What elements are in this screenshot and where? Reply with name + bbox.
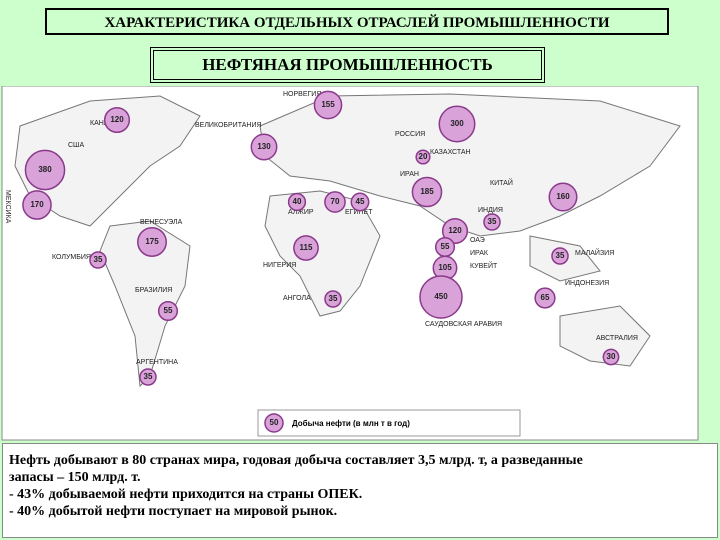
- production-bubble: [103, 106, 131, 134]
- bubble-value: 155: [321, 100, 335, 109]
- production-bubble: [137, 227, 167, 257]
- production-bubble: [415, 149, 431, 165]
- country-label: АВСТРАЛИЯ: [596, 335, 638, 342]
- country-label: ИРАН: [400, 171, 419, 178]
- production-bubble: [250, 133, 278, 161]
- country-label: ЕГИПЕТ: [345, 209, 373, 216]
- legend-value: 50: [270, 418, 279, 427]
- country-label: НОРВЕГИЯ: [283, 91, 321, 98]
- text-line: - 40% добытой нефти поступает на мировой…: [9, 504, 338, 519]
- country-label: КИТАЙ: [490, 178, 513, 187]
- production-bubble: [548, 182, 578, 212]
- bubble-value: 175: [145, 237, 159, 246]
- country-label: КАНАДА: [90, 120, 118, 127]
- production-bubble: [313, 90, 343, 120]
- legend-box: [257, 409, 521, 437]
- australia: [559, 305, 651, 367]
- bubble-value: 35: [94, 255, 103, 264]
- text-line: запасы – 150 млрд. т.: [9, 470, 141, 485]
- bubble-value: 120: [448, 226, 462, 235]
- bubble-value: 35: [488, 217, 497, 226]
- country-label: НИГЕРИЯ: [263, 262, 296, 269]
- country-label: ОАЭ: [470, 237, 485, 244]
- text-line: - 43% добываемой нефти приходится на стр…: [9, 487, 363, 502]
- bubble-value: 120: [110, 115, 124, 124]
- bubble-value: 70: [331, 197, 340, 206]
- bubble-value: 20: [419, 152, 428, 161]
- bubble-value: 450: [434, 292, 448, 301]
- country-label: БРАЗИЛИЯ: [135, 287, 172, 294]
- bubble-value: 115: [300, 243, 313, 252]
- country-label: АЛЖИР: [288, 209, 314, 216]
- country-label: КУВЕЙТ: [470, 261, 498, 270]
- country-label: КАЗАХСТАН: [430, 149, 471, 156]
- country-label: КОЛУМБИЯ: [52, 254, 91, 261]
- production-bubble: [157, 300, 179, 322]
- bubble-value: 130: [257, 142, 271, 151]
- country-label: ИРАК: [470, 250, 489, 257]
- bubble-value: 55: [164, 306, 173, 315]
- production-bubble: [89, 251, 107, 269]
- production-bubble: [534, 287, 556, 309]
- bubble-value: 185: [420, 187, 434, 196]
- country-label: САУДОВСКАЯ АРАВИЯ: [425, 321, 502, 328]
- production-bubble: [350, 192, 370, 212]
- africa: [264, 190, 381, 317]
- country-label: МАЛАЙЗИЯ: [575, 248, 614, 257]
- world-map: НОРВЕГИЯ КАНАДА ВЕЛИКОБРИТАНИЯ РОССИЯ США КАЗ…: [1, 86, 699, 441]
- bubble-value: 160: [556, 192, 570, 201]
- north-america: [14, 95, 201, 227]
- production-bubble: [22, 190, 52, 220]
- production-bubble: [287, 192, 307, 212]
- country-label: ВЕЛИКОБРИТАНИЯ: [195, 122, 262, 129]
- country-label: АНГОЛА: [283, 295, 311, 302]
- slide-title: ХАРАКТЕРИСТИКА ОТДЕЛЬНЫХ ОТРАСЛЕЙ ПРОМЫШ…: [45, 8, 669, 35]
- production-bubble: [441, 217, 469, 245]
- country-label: ИНДИЯ: [478, 207, 503, 214]
- country-label: АРГЕНТИНА: [136, 359, 178, 366]
- country-label: ВЕНЕСУЭЛА: [140, 219, 183, 226]
- legend-label: Добыча нефти (в млн т в год): [292, 419, 410, 428]
- bubble-value: 30: [607, 352, 616, 361]
- bubble-value: 35: [556, 251, 565, 260]
- text-block: Нефть добывают в 80 странах мира, годова…: [2, 443, 718, 538]
- bubble-value: 45: [356, 197, 365, 206]
- text-line: Нефть добывают в 80 странах мира, годова…: [9, 453, 583, 468]
- production-bubble: [24, 149, 66, 191]
- country-label: МЕКСИКА: [4, 190, 11, 224]
- production-bubble: [438, 105, 476, 143]
- bubble-value: 170: [30, 200, 44, 209]
- country-label: РОССИЯ: [395, 131, 425, 138]
- country-label: ИНДОНЕЗИЯ: [565, 280, 609, 287]
- bubble-value: 35: [329, 294, 338, 303]
- production-bubble: [324, 290, 342, 308]
- production-bubble: [602, 348, 620, 366]
- bubble-value: 55: [441, 242, 450, 251]
- production-bubble: [293, 235, 319, 261]
- slide-subtitle: НЕФТЯНАЯ ПРОМЫШЛЕННОСТЬ: [150, 47, 545, 83]
- production-bubble: [419, 275, 463, 319]
- bubble-value: 300: [450, 119, 464, 128]
- bubble-value: 40: [293, 197, 302, 206]
- production-bubble: [551, 247, 569, 265]
- bubble-value: 380: [38, 165, 52, 174]
- production-bubble: [139, 368, 157, 386]
- production-bubble: [483, 213, 501, 231]
- production-bubble: [411, 176, 443, 208]
- bubble-value: 35: [144, 372, 153, 381]
- legend-bubble: [264, 413, 284, 433]
- country-label: США: [68, 142, 84, 149]
- bubble-value: 105: [438, 263, 452, 272]
- production-bubble: [324, 191, 346, 213]
- bubble-value: 65: [541, 293, 550, 302]
